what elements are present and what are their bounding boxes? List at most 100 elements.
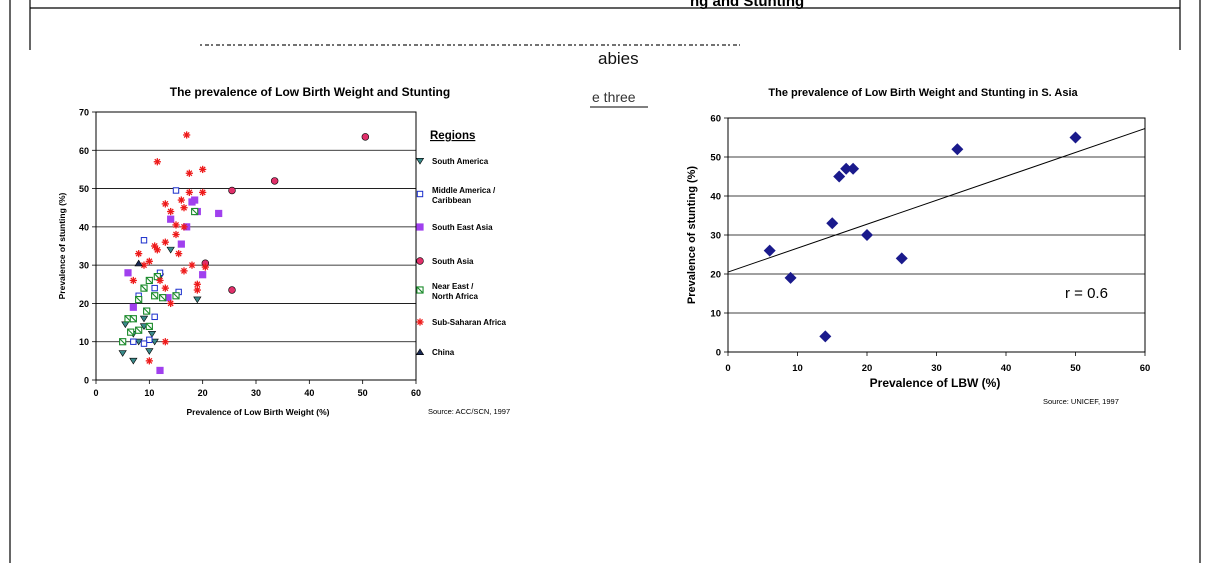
bullet-fragment: abies bbox=[598, 49, 639, 68]
y-tick-label: 20 bbox=[79, 299, 89, 309]
data-point bbox=[228, 186, 236, 195]
legend-marker bbox=[415, 348, 425, 356]
data-point bbox=[135, 326, 143, 334]
data-point bbox=[177, 240, 185, 248]
data-point bbox=[150, 338, 159, 346]
data-point bbox=[183, 131, 191, 139]
left-chart-y-label: Prevalence of stunting (%) bbox=[57, 192, 67, 299]
left-chart-source: Source: ACC/SCN, 1997 bbox=[428, 407, 510, 416]
legend-marker bbox=[415, 158, 425, 165]
data-point bbox=[847, 162, 860, 175]
data-point bbox=[193, 286, 201, 294]
series-china bbox=[134, 259, 143, 267]
legend-entry: China bbox=[432, 348, 455, 357]
data-point bbox=[153, 246, 161, 254]
left-chart-legend: Regions South America Middle America / Car… bbox=[415, 130, 506, 357]
data-point bbox=[175, 250, 183, 258]
legend-marker bbox=[416, 223, 424, 231]
data-point bbox=[140, 340, 148, 347]
data-point bbox=[199, 188, 207, 196]
legend-entry: South America bbox=[432, 157, 489, 166]
data-point bbox=[228, 286, 236, 294]
bullet-fragment-2: e three bbox=[592, 89, 636, 105]
data-point bbox=[119, 338, 127, 346]
data-point bbox=[127, 328, 135, 336]
series-near-east-north-africa bbox=[119, 207, 199, 346]
left-chart-x-label: Prevalence of Low Birth Weight (%) bbox=[187, 407, 330, 417]
right-chart-y-label: Prevalence of stunting (%) bbox=[686, 166, 698, 304]
data-point bbox=[135, 295, 143, 304]
data-point bbox=[167, 207, 175, 216]
data-point bbox=[833, 170, 846, 183]
x-tick-label: 40 bbox=[1001, 363, 1012, 374]
data-point bbox=[130, 338, 137, 345]
x-tick-label: 30 bbox=[931, 363, 942, 374]
legend-marker bbox=[416, 190, 424, 198]
y-tick-label: 40 bbox=[79, 222, 89, 232]
right-chart-x-label: Prevalence of LBW (%) bbox=[870, 376, 1001, 390]
x-tick-label: 50 bbox=[358, 388, 368, 398]
data-point bbox=[156, 276, 164, 285]
slide-frame bbox=[9, 0, 1201, 563]
data-point bbox=[151, 292, 159, 300]
data-point bbox=[199, 165, 207, 174]
data-point bbox=[166, 246, 175, 254]
right-chart-y-ticks: 0 10 20 30 40 50 60 bbox=[710, 114, 728, 359]
data-point bbox=[164, 294, 172, 302]
y-tick-label: 40 bbox=[710, 192, 721, 203]
right-chart-trendline bbox=[727, 128, 1146, 273]
slide-header-fragment: ng and Stunting bbox=[690, 0, 804, 10]
y-tick-label: 0 bbox=[716, 348, 721, 359]
x-tick-label: 20 bbox=[198, 388, 208, 398]
left-chart-title: The prevalence of Low Birth Weight and S… bbox=[170, 85, 450, 99]
slide-bullet-text: abies e three bbox=[160, 41, 740, 108]
x-tick-label: 60 bbox=[1140, 363, 1151, 374]
data-point bbox=[134, 259, 143, 267]
y-tick-label: 30 bbox=[79, 261, 89, 271]
x-tick-label: 20 bbox=[862, 363, 873, 374]
data-point bbox=[270, 177, 279, 185]
series-middle-america-caribbean bbox=[130, 187, 182, 347]
data-point bbox=[139, 315, 149, 323]
data-point bbox=[180, 204, 188, 212]
data-point bbox=[129, 357, 138, 365]
data-point bbox=[159, 294, 167, 302]
data-point bbox=[156, 366, 164, 375]
data-point bbox=[215, 209, 223, 218]
x-tick-label: 50 bbox=[1070, 363, 1081, 374]
data-point bbox=[140, 237, 148, 244]
data-point bbox=[161, 200, 169, 208]
legend-title: Regions bbox=[430, 130, 475, 142]
data-point bbox=[185, 169, 193, 177]
data-point bbox=[167, 215, 175, 223]
data-point bbox=[172, 292, 180, 300]
left-chart-points bbox=[118, 131, 370, 375]
right-chart-x-ticks: 0 10 20 30 40 50 60 bbox=[725, 352, 1150, 374]
data-point bbox=[145, 276, 153, 285]
data-point bbox=[151, 242, 159, 250]
y-tick-label: 50 bbox=[79, 184, 89, 194]
data-point bbox=[151, 284, 158, 292]
legend-entry: Near East / North Africa bbox=[432, 282, 478, 301]
right-chart-source: Source: UNICEF, 1997 bbox=[1043, 397, 1119, 406]
legend-marker bbox=[416, 257, 424, 265]
data-point bbox=[145, 357, 153, 365]
x-tick-label: 40 bbox=[304, 388, 314, 398]
data-point bbox=[172, 187, 180, 194]
data-point bbox=[193, 280, 201, 288]
data-point bbox=[118, 350, 127, 357]
data-point bbox=[172, 221, 180, 229]
data-point bbox=[161, 338, 169, 346]
data-point bbox=[172, 230, 180, 239]
data-point bbox=[826, 217, 839, 230]
data-point bbox=[145, 322, 153, 331]
y-tick-label: 10 bbox=[79, 337, 89, 347]
data-point bbox=[361, 133, 370, 141]
data-point bbox=[199, 271, 207, 279]
data-point bbox=[1069, 131, 1082, 144]
legend-marker bbox=[416, 286, 424, 294]
data-point bbox=[191, 196, 199, 204]
data-point bbox=[151, 313, 158, 321]
legend-entry: Sub-Saharan Africa bbox=[432, 318, 506, 327]
